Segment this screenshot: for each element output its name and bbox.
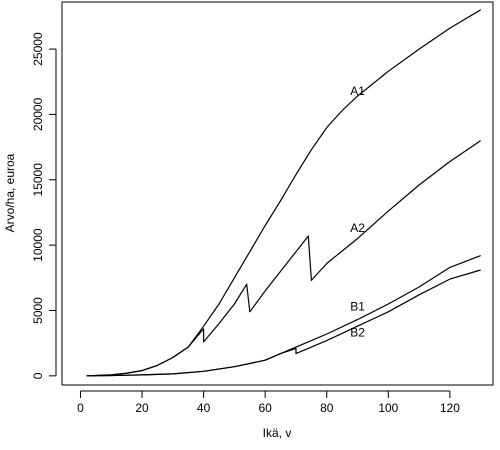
y-tick-label: 10000: [31, 228, 45, 262]
y-tick-label: 25000: [31, 32, 45, 66]
y-tick-label: 0: [31, 372, 45, 379]
series-line-a2: [86, 140, 482, 377]
series-line-b1: [86, 255, 481, 377]
x-axis: 0 20 40 60 80 100 120: [77, 390, 460, 415]
x-axis-title: Ikä, v: [263, 426, 292, 440]
x-tick-label: 0: [77, 401, 84, 415]
x-tick-label: 60: [259, 401, 273, 415]
y-axis: 0 5000 10000 15000 20000 25000: [31, 32, 57, 379]
series-line-a1: [86, 9, 482, 377]
series-label-b1: B1: [350, 299, 365, 313]
series-line-b2: [86, 269, 481, 377]
plot-frame: [61, 1, 494, 386]
series-label-a2: A2: [350, 221, 365, 235]
x-tick-label: 20: [135, 401, 149, 415]
x-tick-label: 40: [197, 401, 211, 415]
series-label-a1: A1: [350, 84, 365, 98]
series-layer: [86, 9, 482, 377]
x-tick-label: 120: [440, 401, 460, 415]
y-tick-label: 5000: [31, 297, 45, 324]
y-tick-label: 20000: [31, 97, 45, 131]
y-axis-title: Arvo/ha, euroa: [3, 153, 17, 232]
x-tick-label: 100: [378, 401, 398, 415]
x-tick-label: 80: [320, 401, 334, 415]
series-label-layer: A1 A2 B1 B2: [350, 84, 365, 340]
series-label-b2: B2: [350, 326, 365, 340]
y-tick-label: 15000: [31, 163, 45, 197]
